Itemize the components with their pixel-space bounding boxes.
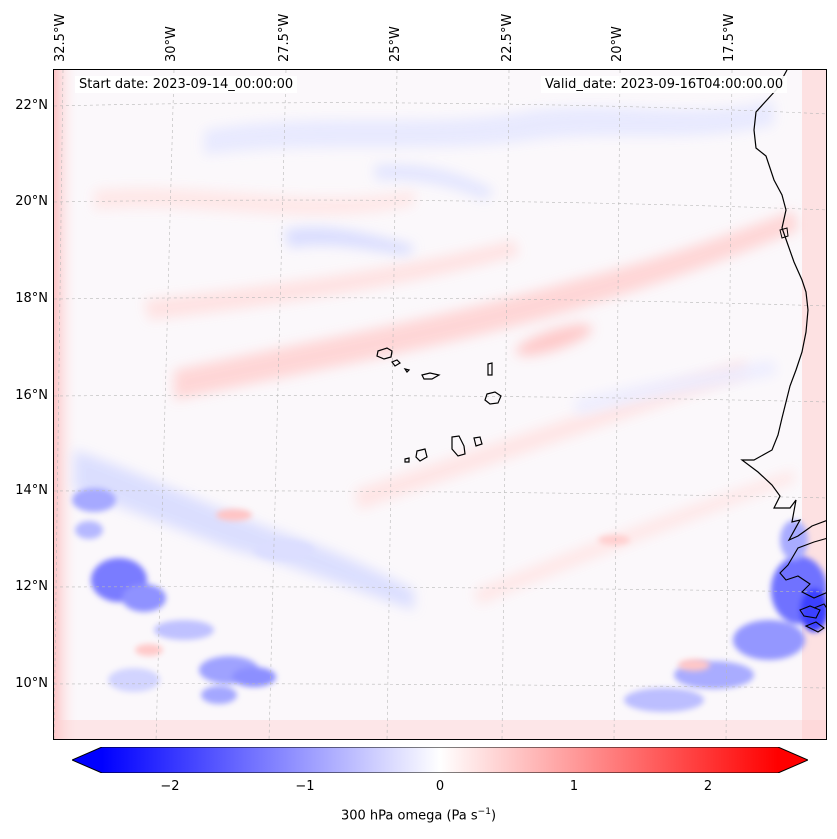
lon-tick-25W: 25°W (388, 26, 403, 62)
colorbar-tick-neg1: −1 (295, 779, 315, 794)
island-sao-vicente (391, 359, 401, 367)
lon-tick-27.5W: 27.5°W (277, 13, 292, 62)
coastline-islet-1 (779, 227, 789, 239)
colorbar-max-extension (778, 747, 808, 773)
colorbar-min-extension (72, 747, 102, 773)
colorbar-label-close: ) (490, 808, 497, 824)
graticule (54, 70, 826, 739)
lat-tick-22N: 22°N (15, 98, 48, 113)
start-date-label: Start date: 2023-09-14_00:00:00 (75, 76, 298, 93)
lon-tick-22.5W: 22.5°W (500, 13, 515, 62)
colorbar-body (102, 747, 778, 773)
island-boa-vista (484, 391, 502, 405)
africa-coastline-south (779, 537, 826, 633)
convective-cells (72, 488, 826, 712)
island-sao-nicolau (421, 372, 441, 380)
omega-field-map (54, 70, 826, 739)
lat-tick-10N: 10°N (15, 676, 48, 691)
lon-tick-20W: 20°W (610, 26, 625, 62)
island-brava (404, 457, 410, 463)
bottom-edge-band (54, 720, 826, 739)
colorbar-tick-neg2: −2 (160, 779, 180, 794)
negative-omega-bands (74, 100, 776, 610)
colorbar-tick-2: 2 (703, 779, 713, 794)
colorbar (72, 747, 808, 773)
left-edge-band (54, 70, 80, 739)
island-santa-luzia (403, 368, 411, 373)
lat-tick-20N: 20°N (15, 194, 48, 209)
map-panel[interactable] (53, 69, 827, 740)
colorbar-label: 300 hPa omega (Pa s−1) (0, 807, 837, 823)
minor-red-cells (135, 509, 710, 671)
lon-tick-30W: 30°W (164, 26, 179, 62)
lat-tick-12N: 12°N (15, 579, 48, 594)
colorbar-tick-1: 1 (569, 779, 579, 794)
lat-tick-16N: 16°N (15, 388, 48, 403)
island-fogo (415, 448, 428, 462)
lat-tick-18N: 18°N (15, 291, 48, 306)
island-santo-antao (376, 347, 393, 360)
valid-date-label: Valid_date: 2023-09-16T04:00:00.00 (541, 76, 788, 93)
lon-tick-32.5W: 32.5°W (53, 13, 68, 62)
lat-tick-14N: 14°N (15, 483, 48, 498)
island-maio (473, 436, 483, 447)
right-edge-band (802, 70, 826, 739)
lon-tick-17.5W: 17.5°W (722, 13, 737, 62)
colorbar-label-text: 300 hPa omega (Pa s (340, 808, 478, 824)
cape-verde-islands (376, 347, 502, 463)
island-santiago (451, 435, 466, 457)
africa-coastline (740, 70, 826, 542)
colorbar-label-unit-exponent: −1 (477, 807, 491, 817)
island-sal (487, 362, 493, 376)
colorbar-tick-0: 0 (435, 779, 445, 794)
